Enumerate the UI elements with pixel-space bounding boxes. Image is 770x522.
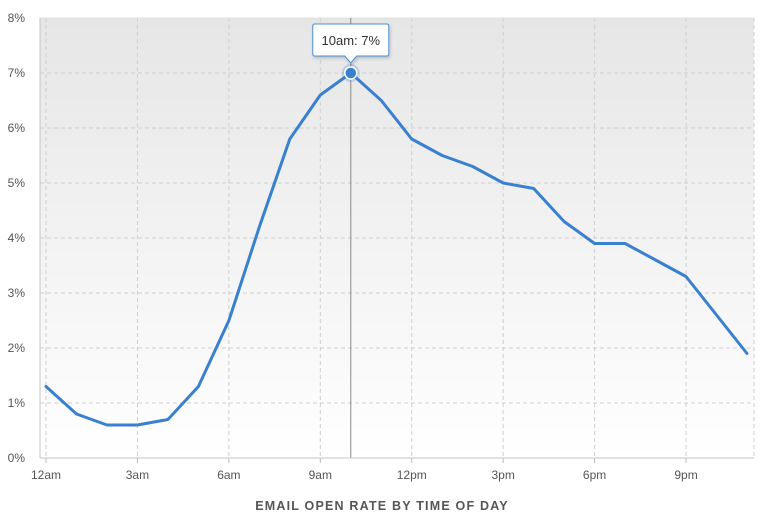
x-tick-label: 12pm bbox=[397, 468, 427, 482]
x-tick-label: 3pm bbox=[492, 468, 515, 482]
y-tick-label: 6% bbox=[8, 121, 26, 135]
tooltip-label: 10am: 7% bbox=[322, 33, 381, 48]
series bbox=[44, 71, 749, 427]
tooltip-box bbox=[312, 23, 390, 64]
y-tick-label: 4% bbox=[8, 231, 26, 245]
x-tick-label: 6pm bbox=[583, 468, 606, 482]
y-tick-label: 1% bbox=[8, 396, 26, 410]
tooltip: 10am: 7% bbox=[312, 23, 390, 64]
y-tick-label: 2% bbox=[8, 341, 26, 355]
x-tick-label: 12am bbox=[31, 468, 61, 482]
y-tick-label: 8% bbox=[8, 11, 26, 25]
x-tick-label: 9am bbox=[309, 468, 332, 482]
x-tick-label: 9pm bbox=[674, 468, 697, 482]
highlight: 10am: 7% bbox=[312, 23, 390, 82]
y-tick-label: 3% bbox=[8, 286, 26, 300]
series-line bbox=[44, 71, 749, 427]
grid bbox=[40, 17, 755, 458]
highlight-point bbox=[344, 66, 358, 80]
x-tick-label: 6am bbox=[217, 468, 240, 482]
y-tick-label: 0% bbox=[8, 451, 26, 465]
y-tick-label: 7% bbox=[8, 66, 26, 80]
x-axis-title: EMAIL OPEN RATE BY TIME OF DAY bbox=[255, 499, 509, 513]
x-tick-label: 3am bbox=[126, 468, 149, 482]
y-tick-label: 5% bbox=[8, 176, 26, 190]
axes: 0% 1% 2% 3% 4% 5% 6% 7% 8% 12am 3am 6am 9am 12pm 3pm 6p… bbox=[8, 11, 754, 482]
